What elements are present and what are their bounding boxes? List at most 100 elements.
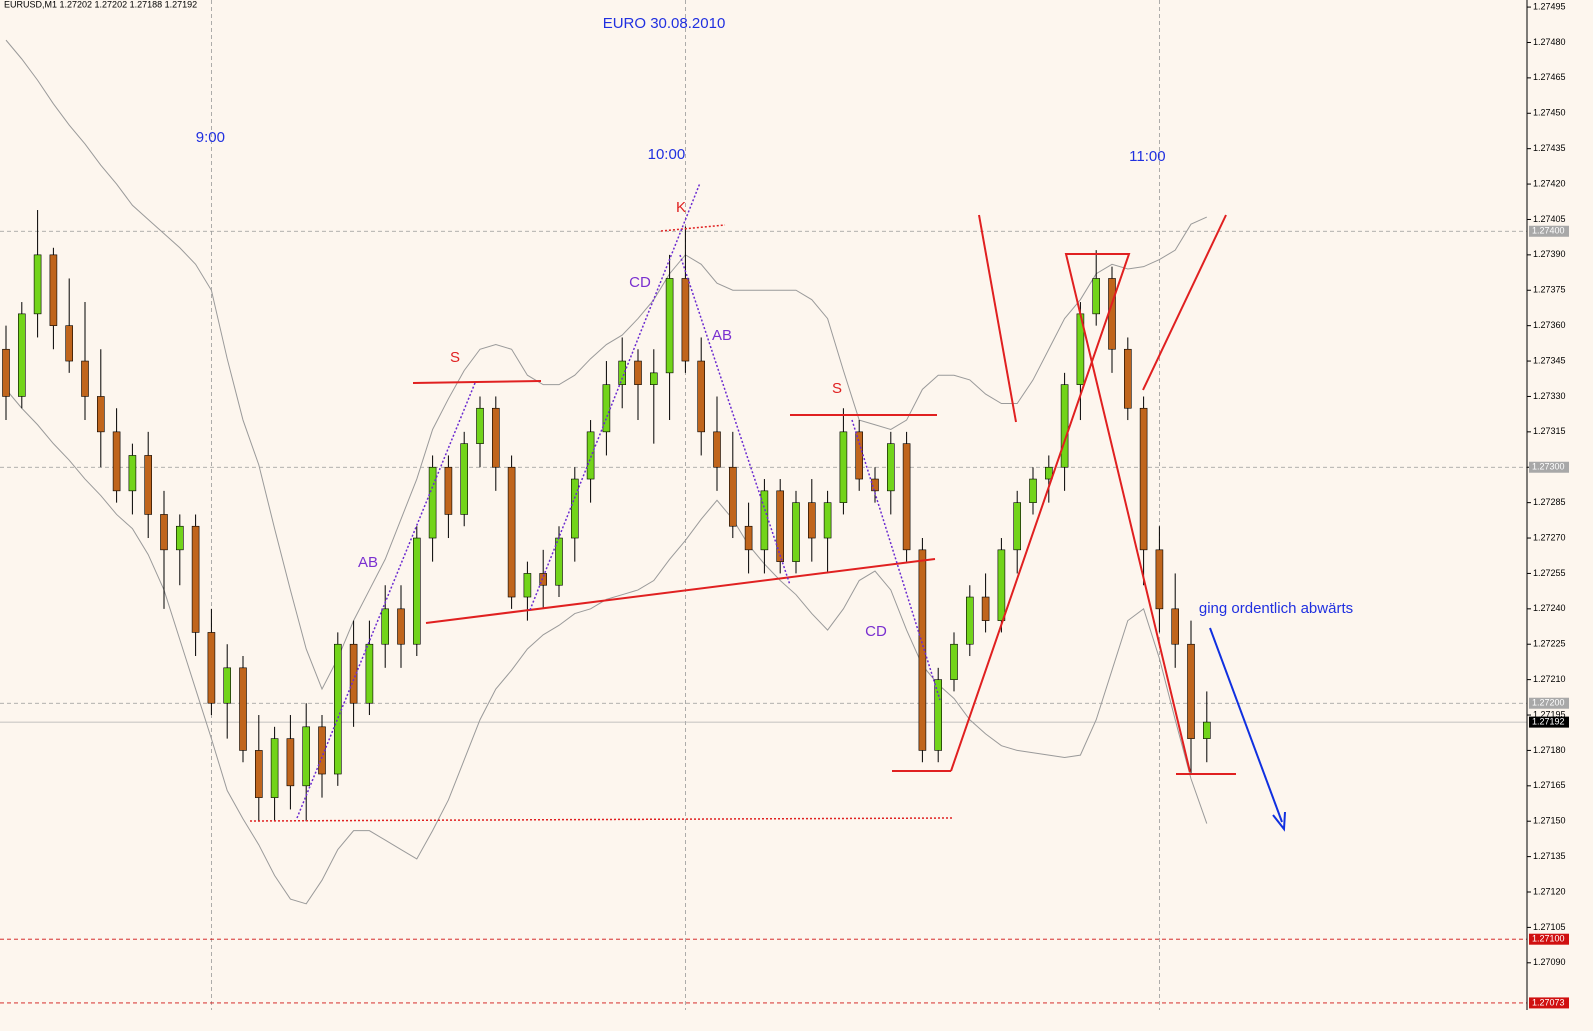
- candle-body: [112, 431, 121, 492]
- arrow-head: [1272, 811, 1286, 832]
- candle-body: [286, 738, 295, 787]
- text-layer: EURUSD,M1 1.27202 1.27202 1.27188 1.2719…: [4, 0, 1353, 640]
- candle-body: [507, 466, 516, 598]
- level-label: 1.27400: [1532, 226, 1565, 236]
- candle-body: [823, 502, 832, 539]
- y-tick-label: 1.27390: [1533, 249, 1566, 259]
- y-tick-label: 1.27240: [1533, 603, 1566, 613]
- candle-body: [681, 278, 690, 362]
- candle-body: [97, 396, 105, 433]
- candle-body: [239, 667, 247, 751]
- candle-body: [1092, 278, 1100, 315]
- candle-body: [144, 455, 152, 515]
- trend-line: [1142, 214, 1227, 391]
- candle-body: [1171, 608, 1179, 645]
- candle-body: [2, 348, 10, 397]
- candle-body: [839, 431, 848, 503]
- y-tick-label: 1.27135: [1533, 851, 1566, 861]
- candle-body: [744, 525, 753, 551]
- candle-body: [886, 443, 895, 492]
- level-label: 1.27073: [1532, 997, 1565, 1007]
- candle-body: [381, 608, 390, 645]
- candle-body: [255, 750, 263, 798]
- candle-body: [570, 478, 579, 539]
- candle-body: [760, 490, 769, 551]
- level-box: [1529, 461, 1569, 473]
- y-tick-label: 1.27150: [1533, 816, 1566, 826]
- candle-body: [365, 643, 374, 704]
- cd-line: [529, 182, 701, 611]
- annotation: CD: [629, 274, 651, 291]
- candle-body: [160, 514, 168, 551]
- neckline: [425, 558, 936, 624]
- candle-body: [49, 254, 58, 326]
- cd-line: [851, 419, 941, 701]
- y-tick-label: 1.27375: [1533, 285, 1566, 295]
- axis-layer: 1.27090 1.27105 1.27120 1.27135 1.27150 1.271…: [1527, 1, 1569, 1009]
- candle-body: [128, 455, 137, 492]
- candle-body: [223, 667, 231, 704]
- candle-body: [602, 384, 611, 433]
- candle-body: [428, 466, 437, 539]
- candle-body: [1139, 407, 1148, 551]
- candle-body: [555, 537, 563, 586]
- candle-body: [776, 490, 785, 562]
- candle-body: [934, 679, 943, 751]
- level-box: [1529, 697, 1569, 709]
- y-tick-label: 1.27405: [1533, 214, 1566, 224]
- header: EURUSD,M1 1.27202 1.27202 1.27188 1.2719…: [4, 0, 197, 9]
- level-box: [1529, 716, 1569, 728]
- y-tick-label: 1.27345: [1533, 355, 1566, 365]
- candle-body: [302, 726, 311, 787]
- level-label: 1.27300: [1532, 462, 1565, 472]
- level-label: 1.27100: [1532, 934, 1565, 944]
- annotation: CD: [865, 623, 887, 640]
- resistance-line: [412, 380, 542, 384]
- y-tick-label: 1.27090: [1533, 957, 1566, 967]
- drawings: [249, 182, 1286, 832]
- candle-body: [1029, 478, 1037, 503]
- level-box: [1529, 997, 1569, 1009]
- candle-body: [476, 407, 484, 444]
- dotted-line: [249, 817, 953, 822]
- level-box: [1529, 225, 1569, 237]
- y-tick-label: 1.27270: [1533, 532, 1566, 542]
- candle-body: [1060, 384, 1069, 468]
- level-label: 1.27192: [1532, 716, 1565, 726]
- bollinger-band: [5, 39, 1208, 691]
- annotation: S: [832, 380, 842, 397]
- y-tick-label: 1.27255: [1533, 568, 1566, 578]
- y-tick-label: 1.27165: [1533, 780, 1566, 790]
- annotation: ging ordentlich abwärts: [1199, 600, 1353, 617]
- y-tick-label: 1.27225: [1533, 639, 1566, 649]
- candle-body: [1155, 549, 1164, 610]
- candle-body: [950, 643, 958, 680]
- candle-body: [460, 443, 469, 515]
- candle-body: [65, 325, 73, 362]
- candle-body: [491, 407, 500, 468]
- candle-body: [649, 372, 658, 385]
- candle-body: [397, 608, 405, 645]
- y-tick-label: 1.27120: [1533, 886, 1566, 896]
- y-tick-label: 1.27330: [1533, 391, 1566, 401]
- candle-body: [270, 738, 279, 798]
- candle-body: [318, 726, 326, 775]
- candle-body: [1187, 643, 1195, 739]
- ab-line: [679, 254, 791, 586]
- candle-body: [333, 643, 342, 775]
- y-tick-label: 1.27495: [1533, 1, 1566, 11]
- candle-body: [349, 643, 358, 704]
- annotation: K: [676, 199, 686, 216]
- candle-body: [728, 466, 737, 527]
- y-tick-label: 1.27195: [1533, 709, 1566, 719]
- y-tick-label: 1.27180: [1533, 745, 1566, 755]
- candle-body: [586, 431, 595, 480]
- candle-body: [1124, 348, 1132, 409]
- dotted-line: [660, 224, 726, 232]
- candle-body: [539, 573, 548, 586]
- level-box: [1529, 933, 1569, 945]
- y-tick-label: 1.27285: [1533, 497, 1566, 507]
- candle-body: [634, 360, 642, 385]
